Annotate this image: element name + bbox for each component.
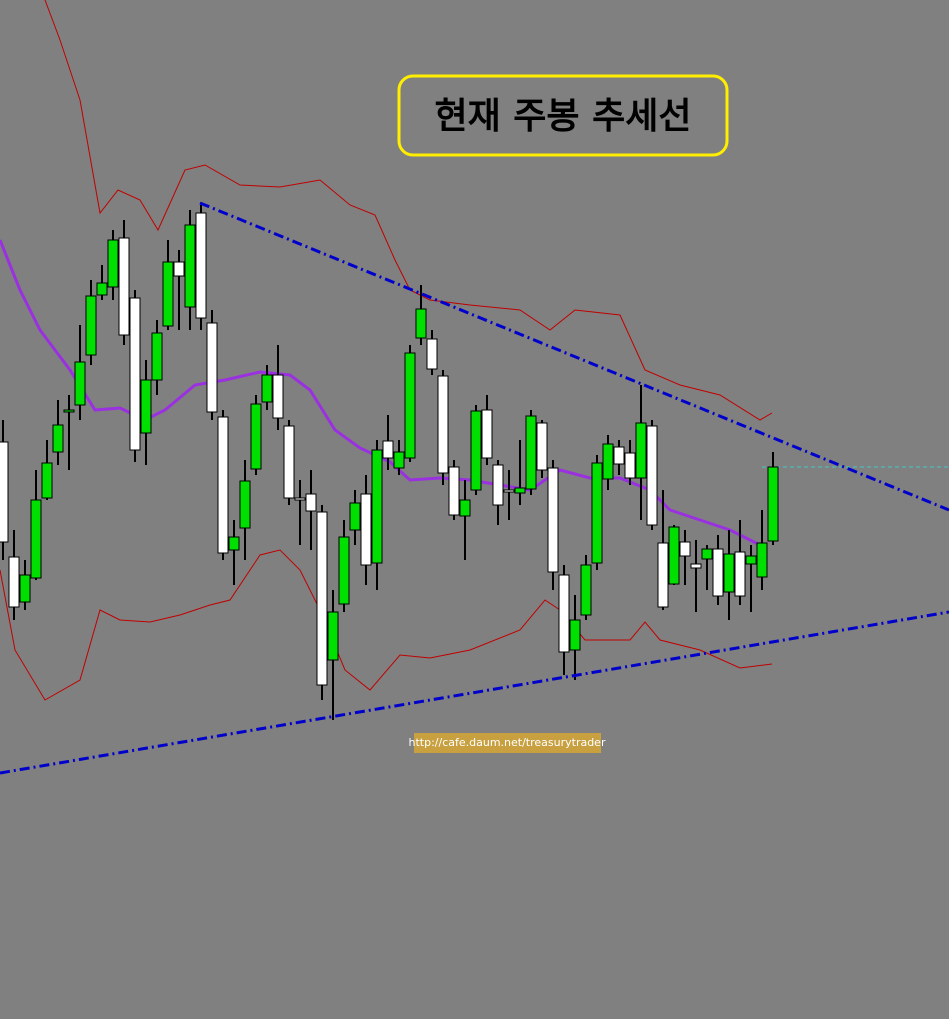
trendlines <box>0 201 949 775</box>
candle-body <box>140 379 152 434</box>
title-box <box>397 74 729 157</box>
candle-body <box>558 574 570 653</box>
trendline-lower <box>0 610 949 775</box>
candle-body <box>382 440 394 459</box>
candle-body <box>624 452 636 479</box>
candle-body <box>591 462 603 564</box>
candle-body <box>305 493 317 512</box>
band-upper <box>44 0 773 421</box>
candle-body <box>668 526 680 585</box>
candle-body <box>679 541 691 557</box>
candle-body <box>41 462 53 499</box>
candle-body <box>657 542 669 608</box>
candle-body <box>536 422 548 471</box>
candle-body <box>107 239 119 288</box>
candle-body <box>173 261 185 277</box>
candle-body <box>602 443 614 480</box>
candle-body <box>525 415 537 490</box>
candle-body <box>162 261 174 327</box>
candle-body <box>690 563 702 569</box>
candle-body <box>635 422 647 479</box>
candle-body <box>52 424 64 453</box>
candle-body <box>327 611 339 661</box>
candle-body <box>96 282 108 296</box>
candle-body <box>371 449 383 564</box>
candle-body <box>272 374 284 419</box>
candle-body <box>283 425 295 499</box>
candle-body <box>30 499 42 579</box>
candle-body <box>646 425 658 526</box>
candle-body <box>756 542 768 578</box>
candle-body <box>239 480 251 529</box>
candle-body <box>492 464 504 506</box>
candles <box>0 205 779 720</box>
candle-body <box>734 551 746 597</box>
candle-body <box>481 409 493 459</box>
candle-body <box>349 502 361 531</box>
candle-body <box>217 416 229 554</box>
candle-body <box>745 555 757 565</box>
candle-body <box>294 497 306 501</box>
band-lower <box>0 549 773 701</box>
candle-body <box>19 574 31 603</box>
candle-body <box>415 308 427 339</box>
candle-body <box>360 493 372 566</box>
candle-body <box>514 487 526 494</box>
candle-body <box>206 322 218 413</box>
candle-body <box>404 352 416 459</box>
source-box <box>414 733 601 753</box>
candle-body <box>437 375 449 474</box>
candle-body <box>118 237 130 336</box>
candle-body <box>338 536 350 605</box>
candle-body <box>63 409 75 413</box>
candle-body <box>503 489 515 493</box>
candle-body <box>393 451 405 469</box>
candle-body <box>250 403 262 470</box>
candle-body <box>459 499 471 517</box>
candle-body <box>85 295 97 356</box>
candle-body <box>129 297 141 451</box>
candle-body <box>723 553 735 593</box>
candle-body <box>184 224 196 308</box>
source-link: http://cafe.daum.net/treasurytrader <box>409 736 606 749</box>
candle-body <box>261 374 273 403</box>
candle-body <box>613 446 625 465</box>
candle-body <box>569 619 581 651</box>
candle-body <box>448 466 460 516</box>
candle-body <box>712 548 724 597</box>
candle-body <box>316 511 328 686</box>
candle-body <box>74 361 86 406</box>
candle-body <box>195 212 207 319</box>
candle-body <box>228 536 240 551</box>
chart-title: 현재 주봉 추세선 <box>435 96 692 137</box>
candle-body <box>426 338 438 370</box>
candle-body <box>580 564 592 616</box>
candle-body <box>701 548 713 560</box>
candle-body <box>8 556 20 608</box>
candle-body <box>767 466 779 542</box>
candle-body <box>151 332 163 381</box>
candle-body <box>470 410 482 491</box>
candle-body <box>547 467 559 573</box>
candle-body <box>0 441 9 543</box>
trendline-upper <box>199 201 949 512</box>
